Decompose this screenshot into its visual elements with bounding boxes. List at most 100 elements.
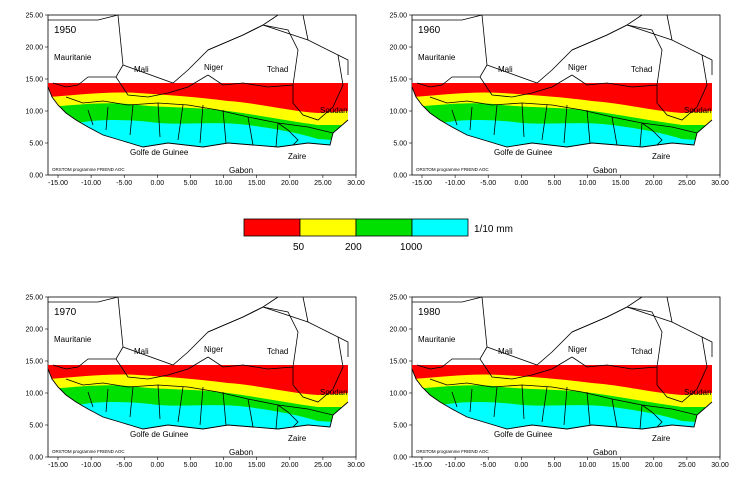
y-tick-label: 10.00 bbox=[389, 109, 407, 116]
y-tick-label: 20.00 bbox=[389, 327, 407, 334]
map-panel-1970: 25.00 20.00 15.00 10.00 5.00 0.00 -15.00 -10.00… bbox=[25, 295, 364, 470]
label-tchad: Tchad bbox=[267, 65, 288, 74]
x-tick-label: 15.00 bbox=[248, 180, 266, 187]
y-tick-label: 5.00 bbox=[393, 141, 407, 148]
x-tick-label: -10.00 bbox=[81, 462, 101, 469]
legend-threshold-1: 50 bbox=[293, 242, 305, 253]
y-tick-label: 10.00 bbox=[389, 391, 407, 398]
credit-text: ORSTOM programme FRIEND AOC bbox=[52, 449, 125, 454]
label-mauritanie: Mauritanie bbox=[54, 335, 92, 344]
label-tchad: Tchad bbox=[631, 347, 652, 356]
x-tick-label: 20.00 bbox=[645, 180, 663, 187]
label-soudan: Soudan bbox=[320, 388, 348, 397]
label-mali: Mali bbox=[134, 347, 149, 356]
label-zaire: Zaire bbox=[288, 434, 307, 443]
x-tick-label: -15.00 bbox=[412, 462, 432, 469]
x-tick-label: 5.00 bbox=[184, 180, 198, 187]
label-gabon: Gabon bbox=[229, 166, 253, 175]
panels-layer: 25.00 20.00 15.00 10.00 5.00 0.00 -15.00 -10.00… bbox=[25, 13, 728, 470]
credit-text: ORSTOM programme FRIEND AOC bbox=[416, 167, 489, 172]
map-panel-1980: 25.00 20.00 15.00 10.00 5.00 0.00 -15.00 -10.00… bbox=[389, 295, 728, 470]
label-niger: Niger bbox=[204, 63, 223, 72]
year-label: 1970 bbox=[54, 307, 77, 318]
label-gabon: Gabon bbox=[593, 166, 617, 175]
x-tick-label: 30.00 bbox=[711, 180, 729, 187]
y-tick-label: 25.00 bbox=[389, 13, 407, 20]
label-mauritanie: Mauritanie bbox=[418, 335, 456, 344]
label-niger: Niger bbox=[568, 63, 587, 72]
label-gabon: Gabon bbox=[593, 448, 617, 457]
credit-text: ORSTOM programme FRIEND AOC bbox=[416, 449, 489, 454]
y-tick-label: 0.00 bbox=[393, 173, 407, 180]
label-mali: Mali bbox=[498, 65, 513, 74]
label-tchad: Tchad bbox=[267, 347, 288, 356]
legend-threshold-2: 200 bbox=[345, 242, 362, 253]
x-tick-label: -5.00 bbox=[116, 180, 132, 187]
label-golfe: Golfe de Guinee bbox=[494, 148, 553, 157]
year-label: 1980 bbox=[418, 307, 441, 318]
x-tick-label: 25.00 bbox=[314, 180, 332, 187]
legend-swatch-3 bbox=[355, 218, 413, 237]
x-tick-label: 10.00 bbox=[215, 180, 233, 187]
label-gabon: Gabon bbox=[229, 448, 253, 457]
x-tick-label: -10.00 bbox=[81, 180, 101, 187]
x-tick-label: 15.00 bbox=[248, 462, 266, 469]
label-mauritanie: Mauritanie bbox=[54, 53, 92, 62]
label-zaire: Zaire bbox=[652, 152, 671, 161]
y-tick-label: 15.00 bbox=[25, 77, 43, 84]
label-tchad: Tchad bbox=[631, 65, 652, 74]
x-tick-label: 10.00 bbox=[215, 462, 233, 469]
legend-threshold-3: 1000 bbox=[400, 242, 423, 253]
y-tick-label: 25.00 bbox=[25, 295, 43, 302]
x-tick-label: 15.00 bbox=[612, 462, 630, 469]
label-golfe: Golfe de Guinee bbox=[130, 148, 189, 157]
credit-text: ORSTOM programme FRIEND AOC bbox=[52, 167, 125, 172]
y-tick-label: 5.00 bbox=[29, 423, 43, 430]
x-tick-label: 10.00 bbox=[579, 462, 597, 469]
legend-swatch-2 bbox=[299, 218, 357, 237]
legend-swatch-1 bbox=[243, 218, 301, 237]
label-niger: Niger bbox=[204, 345, 223, 354]
x-tick-label: 30.00 bbox=[711, 462, 729, 469]
y-tick-label: 15.00 bbox=[389, 77, 407, 84]
label-golfe: Golfe de Guinee bbox=[130, 430, 189, 439]
label-golfe: Golfe de Guinee bbox=[494, 430, 553, 439]
label-soudan: Soudan bbox=[320, 106, 348, 115]
x-tick-label: 30.00 bbox=[347, 462, 365, 469]
legend: 1/10 mm 50 200 1000 bbox=[243, 218, 513, 253]
x-tick-label: 30.00 bbox=[347, 180, 365, 187]
x-tick-label: 5.00 bbox=[184, 462, 198, 469]
y-tick-label: 15.00 bbox=[389, 359, 407, 366]
label-zaire: Zaire bbox=[652, 434, 671, 443]
y-tick-label: 0.00 bbox=[29, 173, 43, 180]
y-tick-label: 20.00 bbox=[25, 327, 43, 334]
x-tick-label: 25.00 bbox=[678, 462, 696, 469]
x-tick-label: 0.00 bbox=[151, 180, 165, 187]
y-tick-label: 25.00 bbox=[25, 13, 43, 20]
label-mali: Mali bbox=[134, 65, 149, 74]
x-tick-label: -5.00 bbox=[480, 180, 496, 187]
x-tick-label: 20.00 bbox=[281, 462, 299, 469]
y-tick-label: 15.00 bbox=[25, 359, 43, 366]
year-label: 1960 bbox=[418, 25, 441, 36]
x-tick-label: 25.00 bbox=[678, 180, 696, 187]
x-tick-label: -15.00 bbox=[412, 180, 432, 187]
y-tick-label: 20.00 bbox=[25, 45, 43, 52]
x-tick-label: 0.00 bbox=[515, 462, 529, 469]
x-tick-label: -10.00 bbox=[445, 180, 465, 187]
label-zaire: Zaire bbox=[288, 152, 307, 161]
x-tick-label: 15.00 bbox=[612, 180, 630, 187]
y-tick-label: 25.00 bbox=[389, 295, 407, 302]
x-tick-label: -15.00 bbox=[48, 462, 68, 469]
y-tick-label: 10.00 bbox=[25, 391, 43, 398]
x-tick-label: 0.00 bbox=[151, 462, 165, 469]
label-soudan: Soudan bbox=[684, 106, 712, 115]
y-tick-label: 10.00 bbox=[25, 109, 43, 116]
x-tick-label: 20.00 bbox=[281, 180, 299, 187]
x-tick-label: -5.00 bbox=[116, 462, 132, 469]
x-tick-label: -10.00 bbox=[445, 462, 465, 469]
x-tick-label: 10.00 bbox=[579, 180, 597, 187]
year-label: 1950 bbox=[54, 25, 77, 36]
map-panel-1960: 25.00 20.00 15.00 10.00 5.00 0.00 -15.00 -10.00… bbox=[389, 13, 728, 188]
